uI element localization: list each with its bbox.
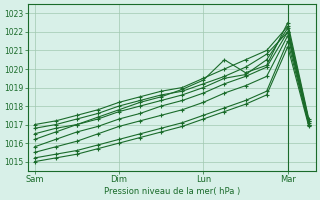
X-axis label: Pression niveau de la mer( hPa ): Pression niveau de la mer( hPa ): [104, 187, 240, 196]
